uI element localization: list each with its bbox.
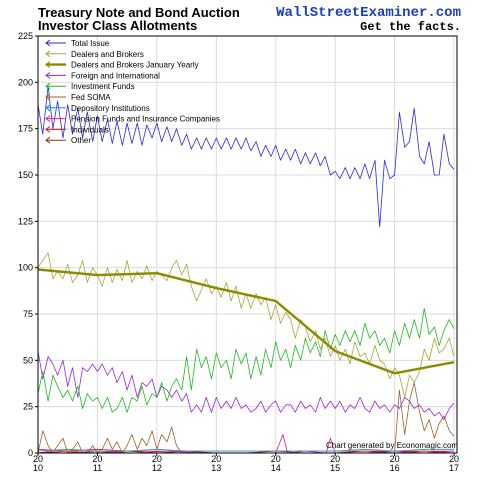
series-line-depository-institutions bbox=[37, 448, 454, 452]
x-tick-label-year: 17 bbox=[449, 463, 459, 473]
x-tick-label-year: 15 bbox=[330, 463, 340, 473]
legend-label: Dealers and Brokers January Yearly bbox=[71, 61, 199, 70]
y-tick-label: 200 bbox=[18, 77, 33, 87]
x-tick-label-century: 20 bbox=[211, 454, 221, 464]
y-tick-label: 0 bbox=[28, 448, 33, 458]
legend-item-dealers-and-brokers: Dealers and Brokers bbox=[45, 50, 144, 59]
legend-label: Foreign and International bbox=[71, 71, 160, 80]
y-tick-label: 25 bbox=[23, 402, 33, 412]
y-tick-label: 175 bbox=[18, 124, 33, 134]
legend-item-total-issue: Total Issue bbox=[45, 39, 110, 48]
legend-label: Total Issue bbox=[71, 39, 110, 48]
legend-item-individuals: Individuals bbox=[45, 125, 109, 134]
legend-label: Dealers and Brokers bbox=[71, 50, 144, 59]
chart-title: Treasury Note and Bond Auction Investor … bbox=[38, 6, 240, 32]
chart-title-line-2: Investor Class Allotments bbox=[38, 18, 198, 33]
legend-arrow-icon bbox=[45, 115, 51, 122]
series-line-foreign-and-international bbox=[37, 351, 455, 420]
legend-item-depository-institutions: Depository Institutions bbox=[45, 104, 150, 113]
brand-logo: WallStreetExaminer.com Get the facts. bbox=[276, 6, 461, 34]
x-tick-label-year: 16 bbox=[390, 463, 400, 473]
legend-label: Pension Funds and Insurance Companies bbox=[71, 115, 220, 124]
chart-credit: Chart generated by Economagic.com bbox=[326, 441, 458, 450]
legend-arrow-icon bbox=[45, 82, 51, 90]
y-tick-label: 50 bbox=[23, 355, 33, 365]
series-line-investment-funds bbox=[37, 308, 455, 413]
legend-arrow-icon bbox=[45, 126, 51, 133]
legend-label: Investment Funds bbox=[71, 82, 135, 91]
legend-label: Individuals bbox=[71, 125, 109, 134]
x-tick-label-century: 20 bbox=[271, 454, 281, 464]
brand-tagline: Get the facts. bbox=[360, 20, 461, 34]
x-tick-label-century: 20 bbox=[390, 454, 400, 464]
legend-item-dealers-and-brokers-january-yearly: Dealers and Brokers January Yearly bbox=[45, 61, 199, 70]
x-tick-label-year: 12 bbox=[152, 463, 162, 473]
x-tick-label-century: 20 bbox=[330, 454, 340, 464]
legend-arrow-icon bbox=[45, 39, 51, 47]
legend-arrow-icon bbox=[45, 93, 51, 101]
y-tick-label: 75 bbox=[23, 309, 33, 319]
x-tick-label-year: 10 bbox=[33, 463, 43, 473]
x-tick-label-century: 20 bbox=[92, 454, 102, 464]
legend: Total Issue Dealers and Brokers Dealers an… bbox=[45, 39, 220, 145]
x-tick-label-century: 20 bbox=[33, 454, 43, 464]
x-tick-label-century: 20 bbox=[152, 454, 162, 464]
series-lines bbox=[37, 85, 455, 454]
y-axis: 0 25 50 75 100 125 150 175 200 225 bbox=[18, 31, 38, 458]
series-line-total-issue bbox=[37, 85, 455, 228]
legend-item-foreign-and-international: Foreign and International bbox=[45, 71, 160, 80]
y-tick-label: 100 bbox=[18, 263, 33, 273]
brand-name: WallStreetExaminer.com bbox=[276, 5, 461, 21]
legend-arrow-icon bbox=[45, 72, 51, 79]
legend-arrow-icon bbox=[45, 61, 51, 68]
legend-item-pension-funds-and-insurance-companies: Pension Funds and Insurance Companies bbox=[45, 115, 220, 124]
legend-arrow-icon bbox=[45, 104, 51, 112]
legend-label: Other bbox=[71, 136, 91, 145]
x-tick-label-year: 11 bbox=[93, 463, 102, 473]
plot-area-border bbox=[37, 35, 458, 454]
y-tick-label: 225 bbox=[18, 31, 33, 41]
legend-arrow-icon bbox=[45, 136, 51, 144]
legend-item-other: Other bbox=[45, 136, 91, 145]
x-tick-label-year: 14 bbox=[271, 463, 281, 473]
y-tick-label: 150 bbox=[18, 170, 33, 180]
x-tick-label-century: 20 bbox=[449, 454, 459, 464]
x-tick-label-year: 13 bbox=[211, 463, 221, 473]
legend-label: Fed SOMA bbox=[71, 93, 111, 102]
legend-arrow-icon bbox=[45, 50, 51, 58]
legend-item-fed-soma: Fed SOMA bbox=[45, 93, 111, 102]
y-tick-label: 125 bbox=[18, 216, 33, 226]
chart-title-line-1: Treasury Note and Bond Auction bbox=[38, 5, 240, 20]
legend-label: Depository Institutions bbox=[71, 104, 150, 113]
series-line-dealers-and-brokers-january-yearly bbox=[37, 268, 455, 375]
legend-item-investment-funds: Investment Funds bbox=[45, 82, 135, 91]
